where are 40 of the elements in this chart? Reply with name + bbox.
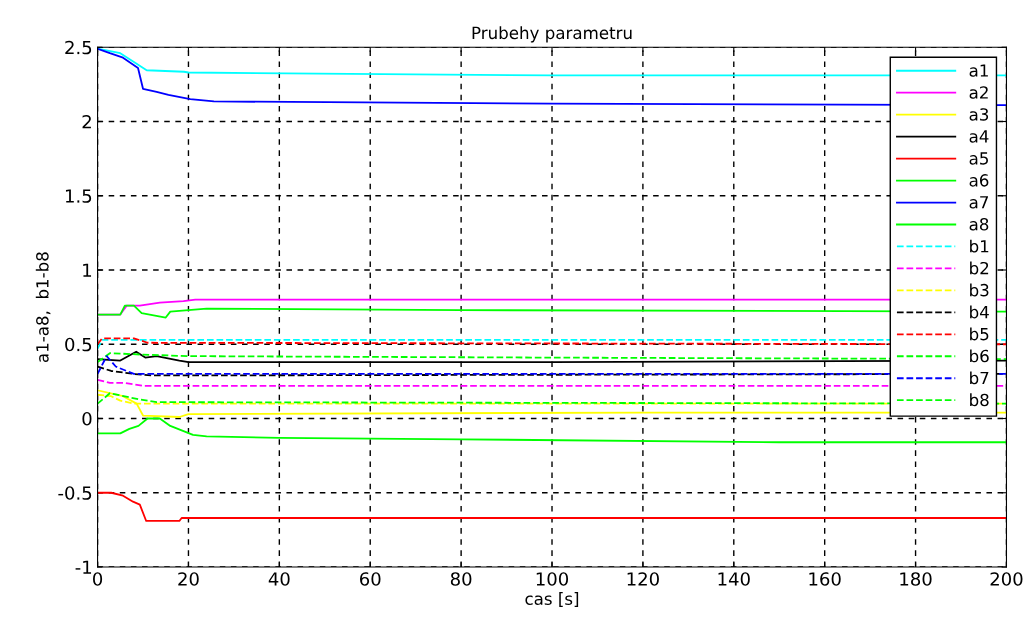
legend-label: a6 (969, 174, 989, 187)
legend-label: b6 (970, 349, 989, 363)
x-axis-title: cas [s] (525, 592, 579, 607)
x-tick-label: 0 (93, 572, 103, 586)
legend-label: b4 (970, 305, 989, 319)
legend-label: a7 (969, 196, 988, 209)
legend-label: a3 (969, 108, 989, 121)
x-tick-label: 20 (178, 572, 199, 586)
x-tick-label: 180 (900, 572, 932, 586)
x-tick-label: 200 (990, 572, 1023, 586)
legend-label: b5 (970, 327, 989, 341)
legend-label: b8 (970, 393, 989, 407)
line-series (97, 491, 1007, 522)
legend-label: a1 (969, 64, 988, 77)
y-tick-label: 2.5 (65, 40, 92, 55)
x-tick-label: 80 (450, 572, 472, 586)
chart-title: Prubehy parametru (472, 26, 632, 43)
legend-label: a4 (969, 130, 989, 143)
legend-label: b2 (970, 261, 989, 275)
legend-label: b7 (970, 371, 989, 385)
y-tick-label: 0 (82, 411, 92, 426)
x-tick-label: 160 (809, 572, 841, 586)
legend-label: b3 (970, 283, 989, 297)
x-tick-label: 120 (627, 572, 659, 586)
legend-label: a2 (969, 86, 988, 99)
y-tick-label: 1.5 (65, 189, 92, 203)
line-series (97, 417, 1007, 444)
y-tick-label: -1 (75, 560, 92, 574)
y-tick-label: 2 (82, 114, 91, 129)
y-tick-label: 1 (83, 263, 92, 277)
legend-label: b1 (970, 239, 989, 253)
x-tick-label: 100 (536, 572, 569, 586)
legend-label: a8 (969, 217, 989, 231)
x-tick-label: 60 (360, 572, 381, 586)
y-tick-label: 0.5 (65, 337, 92, 352)
legend-label: a5 (969, 152, 988, 165)
y-tick-label: -0.5 (58, 486, 92, 500)
y-axis-title: a1-a8, b1-b8 (35, 252, 51, 363)
x-tick-label: 140 (718, 572, 750, 586)
x-tick-label: 40 (268, 572, 290, 586)
